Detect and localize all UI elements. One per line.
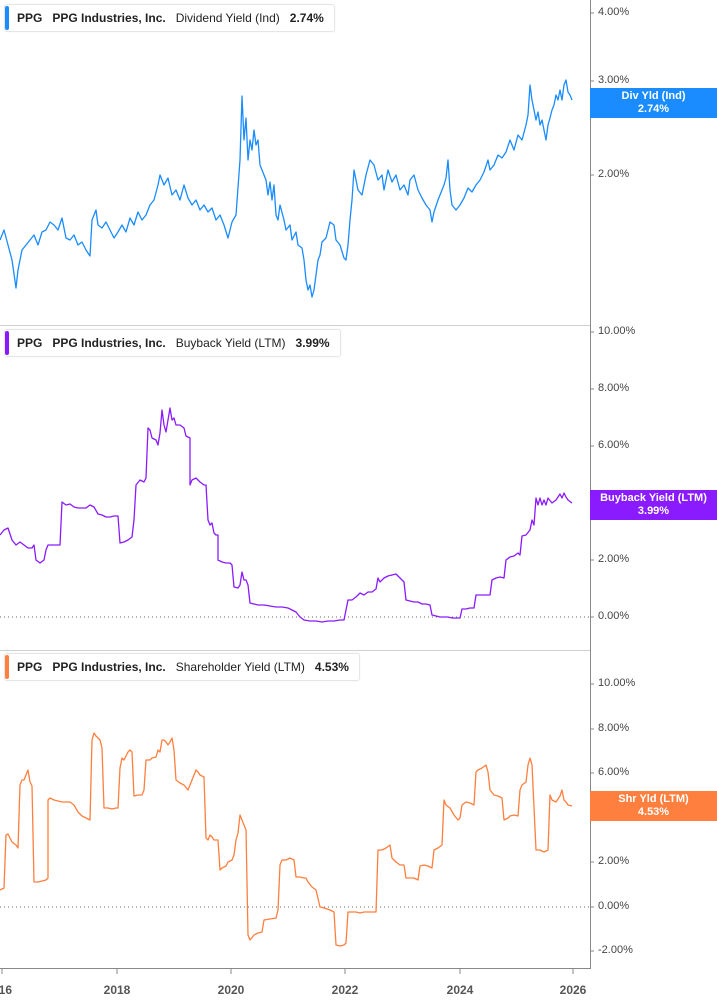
ticker-label: PPG (17, 336, 43, 350)
panel-divider (0, 325, 590, 326)
panel-divider (0, 650, 590, 651)
y-tick-label: 0.00% (598, 900, 630, 912)
tag-label: Shr Yld (LTM) (618, 793, 689, 805)
x-tick-label: 2022 (331, 983, 359, 997)
y-tick-label: 8.00% (598, 722, 630, 734)
buyback-yield-line (0, 407, 573, 623)
metric-value: 4.53% (314, 660, 349, 674)
y-tick-label: 6.00% (598, 766, 630, 778)
y-tick-label: 4.00% (598, 6, 630, 18)
y-tick-label: 10.00% (598, 325, 636, 337)
metric-value: 3.99% (295, 336, 330, 350)
y-tick-label: 2.00% (598, 168, 630, 180)
y-tick-label: 3.00% (598, 74, 630, 86)
y-tick-label: 2.00% (598, 553, 630, 565)
metric-name: Shareholder Yield (LTM) (175, 660, 305, 674)
company-name: PPG Industries, Inc. (52, 11, 166, 25)
company-name: PPG Industries, Inc. (52, 660, 166, 674)
x-axis-line (0, 968, 591, 969)
x-tick-label: 2020 (217, 983, 245, 997)
y-tick-label: -2.00% (598, 944, 633, 956)
x-tick-label: 016 (0, 983, 13, 997)
tag-label: Buyback Yield (LTM) (600, 492, 707, 504)
company-name: PPG Industries, Inc. (52, 336, 166, 350)
series-legend-buyback[interactable]: PPG PPG Industries, Inc. Buyback Yield (… (4, 329, 341, 357)
y-axis-line (590, 0, 591, 968)
y-tick-label: 10.00% (598, 677, 636, 689)
dividend-yield-line (0, 79, 573, 298)
x-tick-label: 2024 (446, 983, 474, 997)
y-tick-label: 6.00% (598, 439, 630, 451)
series-legend-shareholder[interactable]: PPG PPG Industries, Inc. Shareholder Yie… (4, 653, 360, 681)
last-value-tag-buyback: Buyback Yield (LTM) 3.99% (590, 490, 717, 520)
x-tick-label: 2018 (103, 983, 131, 997)
x-tick-label: 2026 (559, 983, 587, 997)
series-color-swatch (5, 331, 9, 355)
series-color-swatch (5, 655, 9, 679)
last-value-tag-dividend: Div Yld (Ind) 2.74% (590, 88, 717, 118)
series-legend-dividend[interactable]: PPG PPG Industries, Inc. Dividend Yield … (4, 4, 335, 32)
tag-value: 3.99% (637, 505, 670, 517)
metric-value: 2.74% (289, 11, 324, 25)
metric-name: Dividend Yield (Ind) (175, 11, 280, 25)
y-tick-label: 8.00% (598, 382, 630, 394)
metric-name: Buyback Yield (LTM) (175, 336, 286, 350)
y-tick-label: 0.00% (598, 610, 630, 622)
y-tick-label: 2.00% (598, 855, 630, 867)
tag-value: 4.53% (637, 806, 670, 818)
last-value-tag-shareholder: Shr Yld (LTM) 4.53% (590, 791, 717, 821)
ticker-label: PPG (17, 11, 43, 25)
shareholder-yield-line (0, 732, 573, 947)
series-color-swatch (5, 6, 9, 30)
ticker-label: PPG (17, 660, 43, 674)
tag-value: 2.74% (637, 103, 670, 115)
tag-label: Div Yld (Ind) (621, 90, 686, 102)
